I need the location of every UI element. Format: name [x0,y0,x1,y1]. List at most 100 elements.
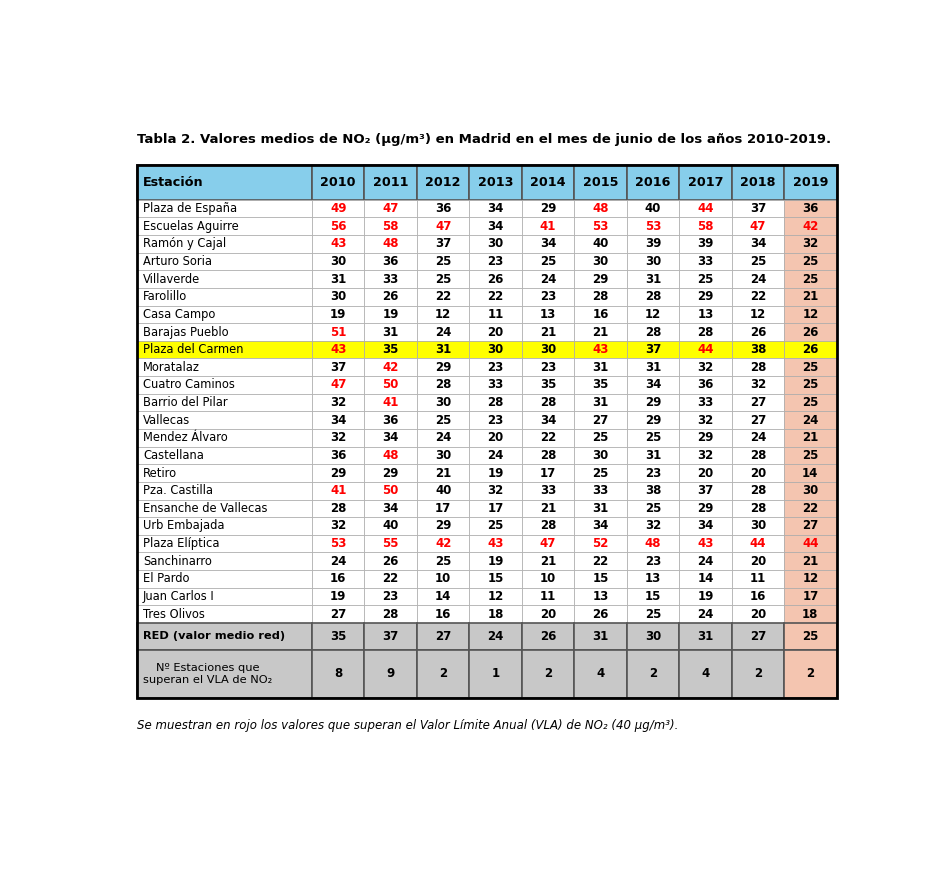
Bar [417,570,469,588]
Text: 58: 58 [383,219,399,233]
Text: 2: 2 [544,667,552,680]
Bar [784,499,837,517]
Bar [365,359,417,376]
Text: 36: 36 [383,255,399,268]
Text: 2: 2 [807,667,814,680]
Bar [365,270,417,288]
Bar [784,411,837,429]
Text: 2013: 2013 [478,176,513,189]
Bar [137,253,312,270]
Text: 28: 28 [540,519,557,532]
Bar [575,306,627,323]
Text: 40: 40 [593,237,609,250]
Bar [732,411,784,429]
Bar [312,535,365,552]
Bar [679,605,732,623]
Text: 21: 21 [540,555,556,568]
Text: 25: 25 [802,255,819,268]
Bar [627,235,679,253]
Text: El Pardo: El Pardo [143,572,190,585]
Text: Castellana: Castellana [143,449,204,462]
Text: 32: 32 [330,396,347,409]
Text: 52: 52 [593,537,609,550]
Bar [417,447,469,464]
Text: 17: 17 [540,467,556,480]
Text: 21: 21 [435,467,451,480]
Bar [365,535,417,552]
Text: 25: 25 [802,449,819,462]
Text: 16: 16 [750,590,766,603]
Text: 48: 48 [645,537,661,550]
Text: 26: 26 [383,555,399,568]
Text: 19: 19 [383,307,399,321]
Bar [732,218,784,235]
Text: Barrio del Pilar: Barrio del Pilar [143,396,228,409]
Bar [417,270,469,288]
Text: Retiro: Retiro [143,467,177,480]
Bar [137,605,312,623]
Bar [522,517,575,535]
Bar [365,570,417,588]
Bar [417,341,469,359]
Bar [679,306,732,323]
Text: 16: 16 [330,572,347,585]
Bar [784,429,837,447]
Bar [784,570,837,588]
Text: 23: 23 [487,361,504,374]
Text: 25: 25 [435,555,451,568]
Bar [575,499,627,517]
Bar [575,218,627,235]
Text: 12: 12 [802,572,819,585]
Bar [575,376,627,394]
Text: 23: 23 [645,555,661,568]
Text: Nº Estaciones que
superan el VLA de NO₂: Nº Estaciones que superan el VLA de NO₂ [143,663,273,685]
Text: 19: 19 [487,555,504,568]
Bar [679,650,732,698]
Text: 50: 50 [383,484,399,497]
Bar [312,623,365,650]
Text: 22: 22 [540,431,556,444]
Text: 37: 37 [330,361,347,374]
Text: 37: 37 [697,484,713,497]
Bar [784,447,837,464]
Bar [312,218,365,235]
Text: 43: 43 [593,343,609,356]
Text: 30: 30 [487,237,504,250]
Text: 53: 53 [645,219,661,233]
Bar [417,535,469,552]
Bar [417,588,469,605]
Text: 31: 31 [645,273,661,286]
Bar [522,376,575,394]
Bar [575,341,627,359]
Bar [679,429,732,447]
Bar [137,359,312,376]
Text: 29: 29 [645,414,661,427]
Text: 36: 36 [383,414,399,427]
Text: 13: 13 [593,590,609,603]
Text: 18: 18 [487,608,504,621]
Text: 14: 14 [697,572,713,585]
Bar [627,570,679,588]
Text: 29: 29 [593,273,609,286]
Text: 2016: 2016 [636,176,671,189]
Bar [784,306,837,323]
Bar [679,535,732,552]
Bar [784,394,837,411]
Bar [732,323,784,341]
Bar [679,323,732,341]
Bar [469,650,522,698]
Bar [627,517,679,535]
Text: Urb Embajada: Urb Embajada [143,519,224,532]
Bar [365,218,417,235]
Text: 21: 21 [802,290,819,303]
Text: 27: 27 [750,414,766,427]
Text: 28: 28 [697,326,713,339]
Text: 29: 29 [697,290,713,303]
Bar [417,165,469,199]
Text: Farolillo: Farolillo [143,290,187,303]
Bar [627,394,679,411]
Bar [732,588,784,605]
Bar [732,623,784,650]
Bar [469,605,522,623]
Bar [417,376,469,394]
